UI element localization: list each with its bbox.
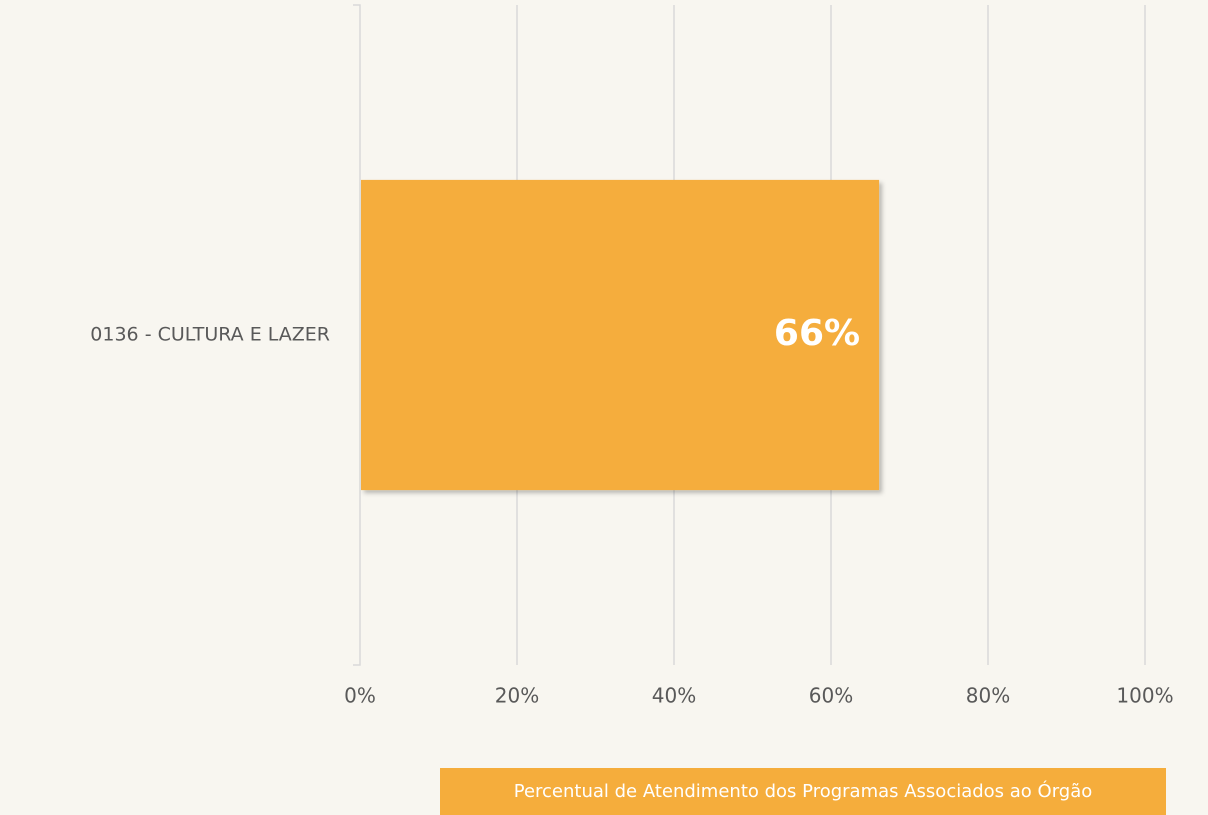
x-tick-label: 20% xyxy=(495,684,539,708)
y-tick-label: 0136 - CULTURA E LAZER xyxy=(90,324,330,346)
y-axis xyxy=(353,4,361,666)
bar xyxy=(361,179,880,491)
legend-label: Percentual de Atendimento dos Programas … xyxy=(514,780,1093,802)
legend-box xyxy=(440,768,1166,815)
data-label: 66% xyxy=(774,313,860,354)
x-tick-label: 60% xyxy=(809,684,853,708)
x-tick-label: 40% xyxy=(652,684,696,708)
x-tick-label: 0% xyxy=(344,684,376,708)
x-tick-label: 100% xyxy=(1116,684,1173,708)
x-tick-label: 80% xyxy=(966,684,1010,708)
